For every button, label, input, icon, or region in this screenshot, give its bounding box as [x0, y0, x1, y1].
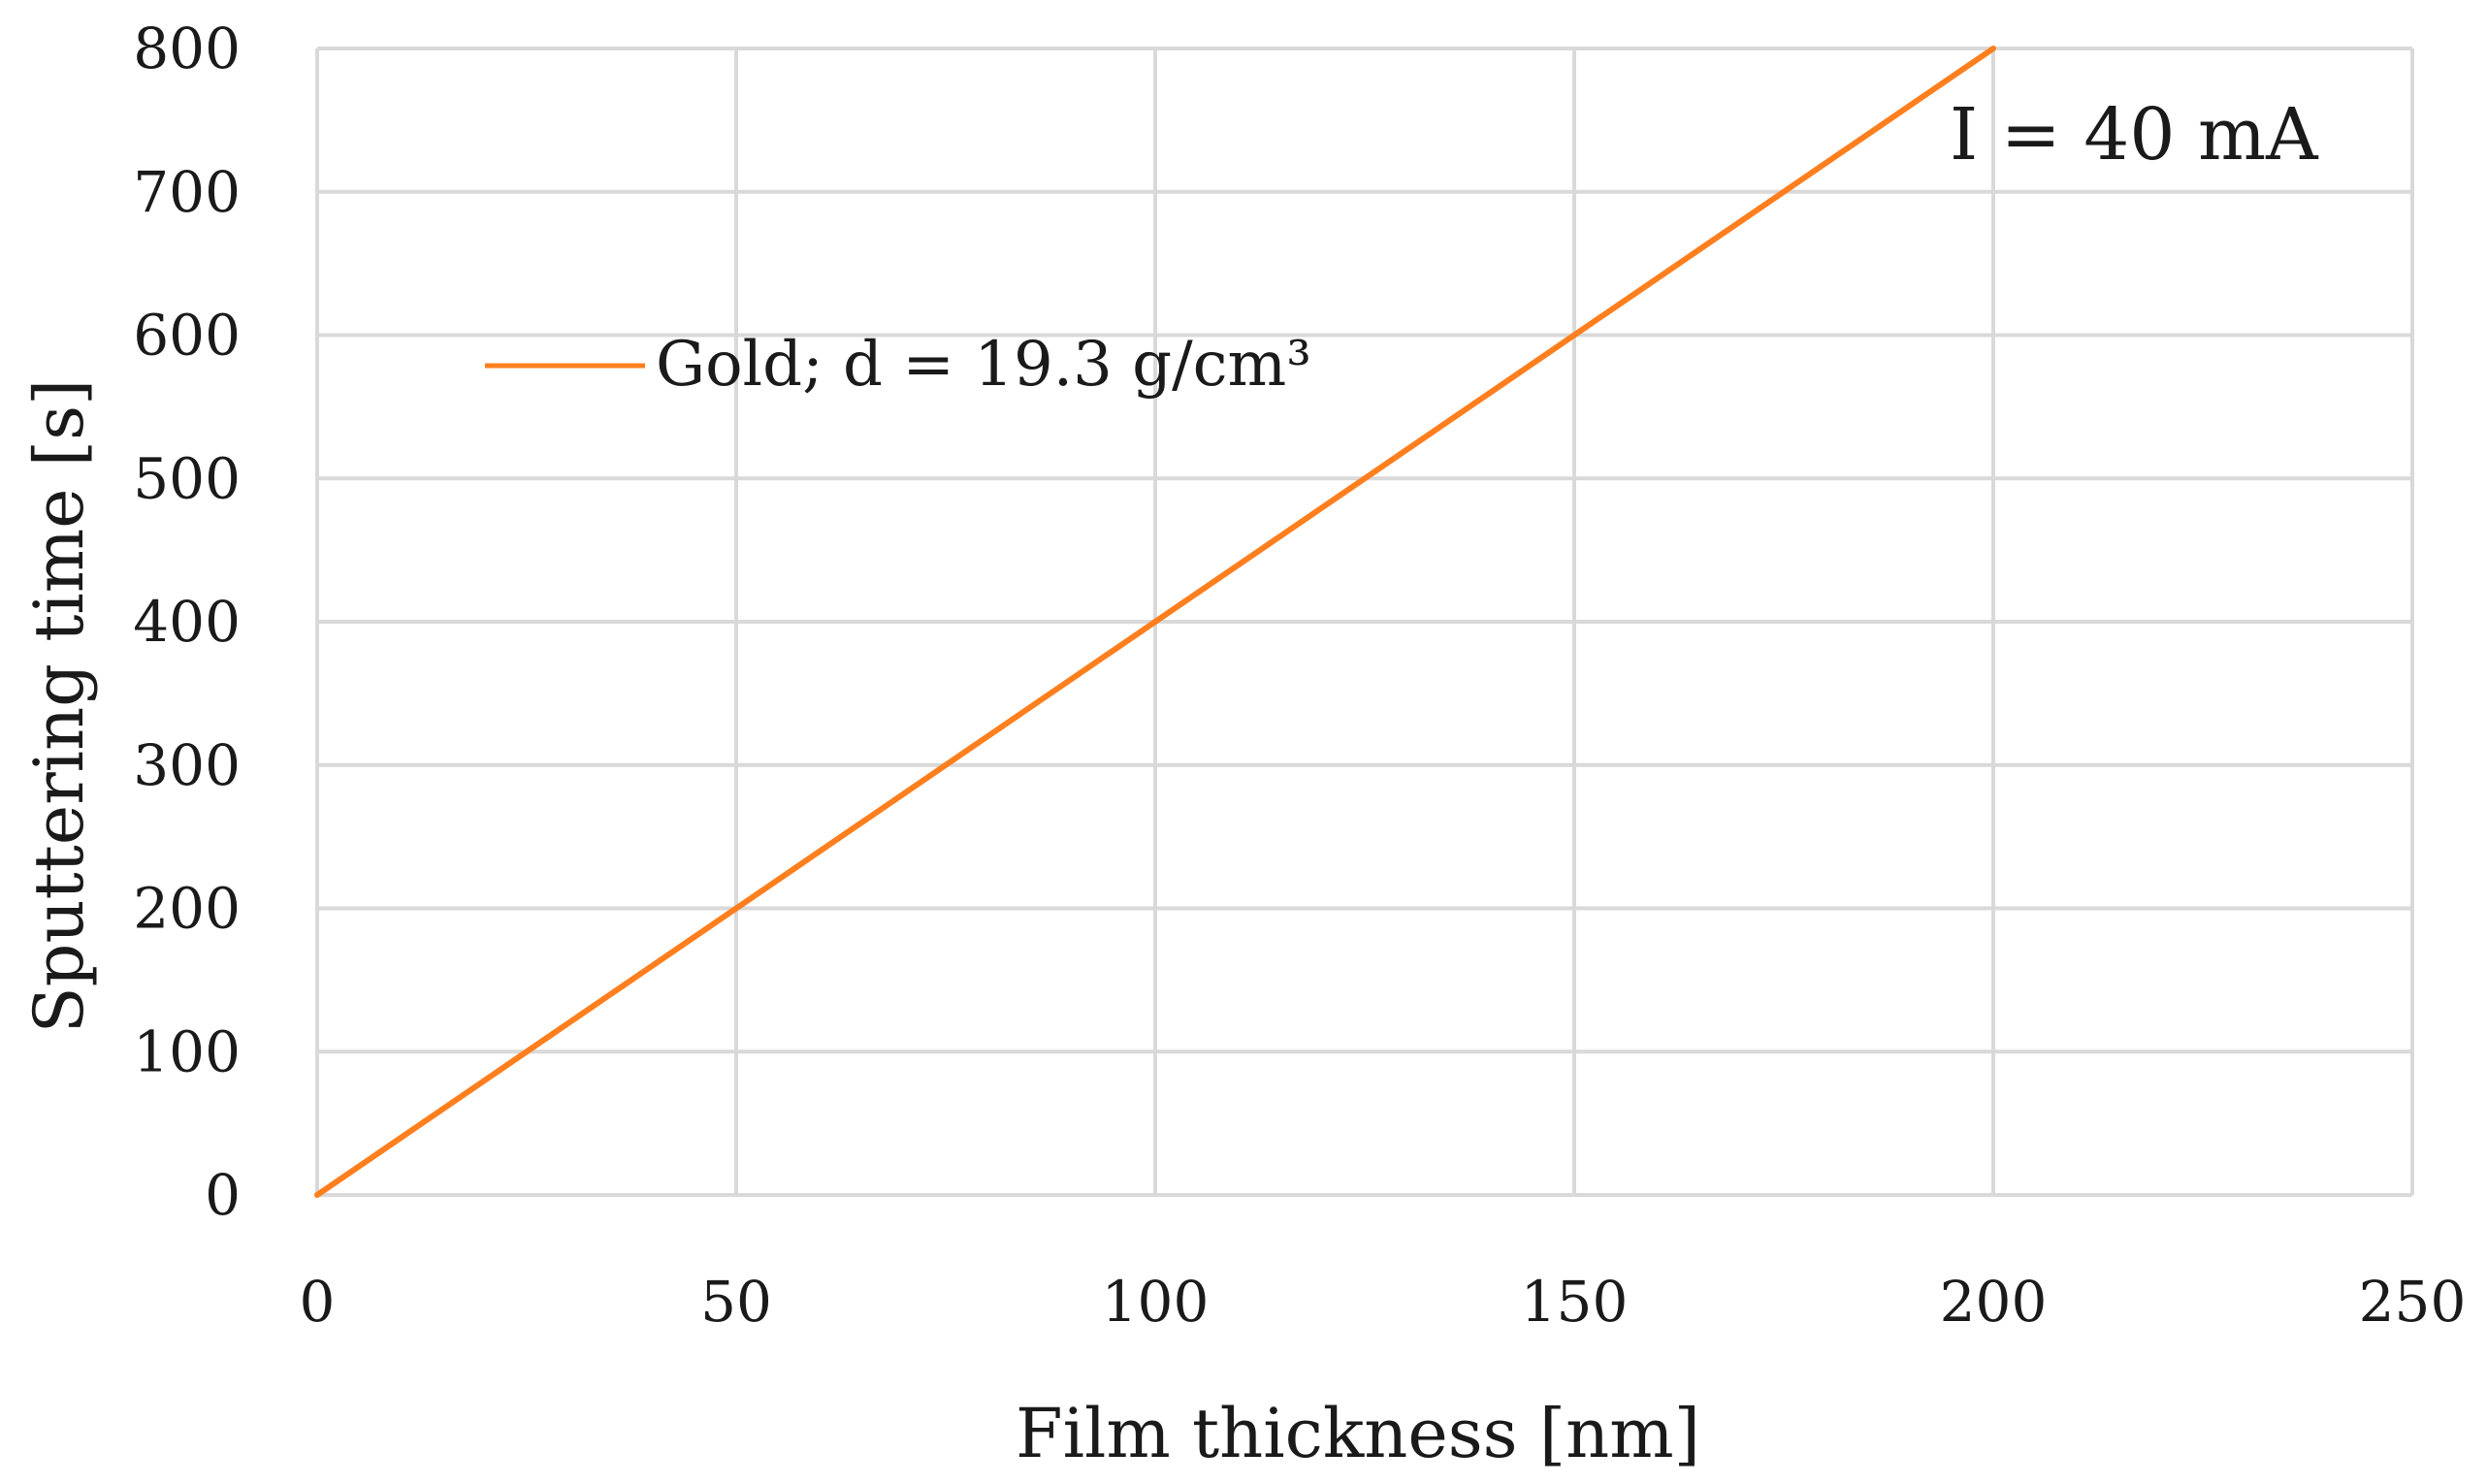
y-tick-label: 600: [133, 303, 241, 369]
y-tick-label: 100: [133, 1018, 241, 1084]
y-tick-label: 300: [133, 732, 241, 798]
plot-series: [314, 46, 1996, 1198]
x-tick-labels: 0 50 100 150 200 250: [300, 1269, 2467, 1335]
y-tick-labels: 0 100 200 300 400 500 600 700 800: [133, 16, 241, 1228]
y-tick-label: 200: [133, 876, 241, 942]
y-tick-label: 800: [133, 16, 241, 81]
y-tick-label: 700: [133, 159, 241, 225]
current-annotation: I = 40 mA: [1950, 93, 2319, 177]
x-tick-label: 150: [1521, 1269, 1629, 1335]
y-tick-label: 500: [133, 445, 241, 511]
y-tick-label: 400: [133, 589, 241, 655]
y-axis-title: Sputtering time [s]: [19, 379, 99, 1034]
x-tick-label: 250: [2359, 1269, 2467, 1335]
legend: Gold; d = 19.3 g/cm³: [485, 329, 1311, 401]
x-tick-label: 100: [1102, 1269, 1210, 1335]
x-tick-label: 200: [1940, 1269, 2048, 1335]
grid: [315, 47, 2414, 1197]
legend-label: Gold; d = 19.3 g/cm³: [656, 329, 1311, 401]
x-axis-title: Film thickness [nm]: [1016, 1394, 1700, 1473]
series-line-gold: [314, 46, 1996, 1198]
x-tick-label: 0: [300, 1269, 336, 1335]
x-tick-label: 50: [700, 1269, 772, 1335]
y-tick-label: 0: [205, 1162, 241, 1228]
